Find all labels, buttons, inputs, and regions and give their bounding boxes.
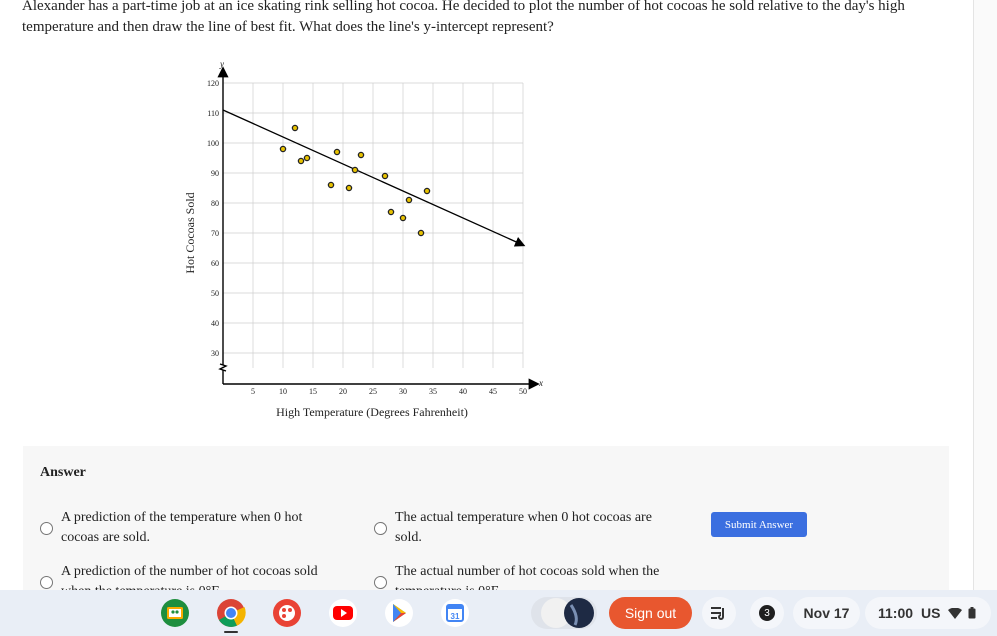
data-point (387, 208, 395, 216)
scrollbar[interactable] (973, 0, 997, 590)
x-axis-label: High Temperature (Degrees Fahrenheit) (276, 405, 468, 419)
y-tick-label: 90 (211, 169, 219, 178)
svg-text:31: 31 (451, 612, 460, 621)
submit-answer-button[interactable]: Submit Answer (711, 512, 807, 537)
x-tick-label: 35 (429, 387, 437, 396)
playlist-icon[interactable] (702, 597, 736, 629)
x-tick-label: 30 (399, 387, 407, 396)
option-b-label: The actual temperature when 0 hot cocoas… (395, 510, 652, 545)
x-tick-label: 45 (489, 387, 497, 396)
wifi-icon (947, 607, 962, 619)
user-avatars[interactable] (531, 597, 597, 629)
data-points (279, 124, 431, 237)
active-app-indicator (224, 631, 238, 633)
data-point (333, 148, 341, 156)
locale-display: US (921, 605, 941, 621)
y-tick-label: 30 (211, 349, 219, 358)
data-point (297, 157, 305, 165)
time-display: 11:00 (878, 605, 914, 621)
x-tick-label: 10 (279, 387, 287, 396)
radio-option-c[interactable] (40, 575, 53, 589)
answer-heading: Answer (40, 465, 86, 480)
calendar-icon[interactable]: 31 (440, 598, 470, 628)
x-tick-label: 25 (369, 387, 377, 396)
chrome-icon[interactable] (216, 598, 246, 628)
data-point (405, 196, 413, 204)
option-a[interactable]: A prediction of the temperature when 0 h… (40, 508, 341, 548)
y-axis-label: Hot Cocoas Sold (183, 192, 197, 273)
x-tick-label: 20 (339, 387, 347, 396)
date-display[interactable]: Nov 17 (793, 597, 860, 629)
data-point (303, 154, 311, 162)
x-tick-label: 5 (251, 387, 255, 396)
x-tick-label: 50 (519, 387, 527, 396)
y-tick-label: 40 (211, 319, 219, 328)
data-point (399, 214, 407, 222)
radio-option-d[interactable] (374, 575, 387, 589)
x-tick-label: 15 (309, 387, 317, 396)
y-axis-letter: y (219, 59, 224, 69)
radio-option-a[interactable] (40, 521, 53, 535)
notification-count-badge: 3 (759, 605, 775, 621)
play-store-icon[interactable] (384, 598, 414, 628)
option-b[interactable]: The actual temperature when 0 hot cocoas… (374, 508, 675, 548)
y-axis-break (218, 363, 228, 372)
data-point (327, 181, 335, 189)
y-tick-label: 120 (207, 79, 219, 88)
data-point (423, 187, 431, 195)
plot-axes (217, 66, 540, 390)
x-axis-letter: x (538, 378, 543, 388)
plot-grid (223, 82, 524, 368)
data-point (417, 229, 425, 237)
y-tick-label: 100 (207, 139, 219, 148)
data-point (291, 124, 299, 132)
notifications-button[interactable]: 3 (750, 597, 784, 629)
chromeos-shelf: 31 Sign out 3 Nov 17 11:00 US (0, 590, 997, 636)
x-tick-label: 40 (459, 387, 467, 396)
y-tick-label: 70 (211, 229, 219, 238)
radio-option-b[interactable] (374, 521, 387, 535)
data-point (279, 145, 287, 153)
y-tick-label: 60 (211, 259, 219, 268)
best-fit-line (222, 109, 526, 247)
y-tick-label: 50 (211, 289, 219, 298)
option-a-label: A prediction of the temperature when 0 h… (61, 510, 303, 545)
battery-icon (968, 607, 975, 619)
data-point (357, 151, 365, 159)
canvas-icon[interactable] (272, 598, 302, 628)
classroom-icon[interactable] (160, 598, 190, 628)
youtube-icon[interactable] (328, 598, 358, 628)
y-tick-label: 110 (207, 109, 219, 118)
data-point (351, 166, 359, 174)
data-point (345, 184, 353, 192)
best-fit-line-group (222, 109, 526, 247)
y-tick-label: 80 (211, 199, 219, 208)
system-status-tray[interactable]: 11:00 US (865, 597, 991, 629)
question-text: Alexander has a part-time job at an ice … (22, 0, 905, 35)
sign-out-button[interactable]: Sign out (609, 597, 692, 629)
data-point (381, 172, 389, 180)
scatter-plot: 30 40 50 60 70 80 90 100 110 120 5 10 15 20 25 30 35 40 45… (183, 59, 543, 419)
tick-labels: 30 40 50 60 70 80 90 100 110 120 5 10 15 20 25 30 35 40 45… (207, 79, 527, 396)
